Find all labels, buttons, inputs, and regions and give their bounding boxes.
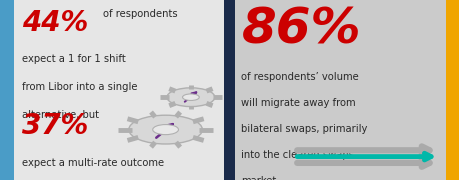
Text: of respondents: of respondents: [102, 9, 177, 19]
Bar: [0, 0, 14, 180]
Text: of respondents’ volume: of respondents’ volume: [241, 72, 358, 82]
Text: alternative, but: alternative, but: [22, 110, 99, 120]
Text: bilateral swaps, primarily: bilateral swaps, primarily: [241, 124, 367, 134]
Bar: [234, 0, 459, 180]
Text: into the cleared swaps: into the cleared swaps: [241, 150, 353, 160]
Circle shape: [152, 125, 178, 135]
Text: 44%: 44%: [22, 9, 88, 37]
Bar: [0, 0, 224, 180]
Text: expect a multi-rate outcome: expect a multi-rate outcome: [22, 158, 164, 168]
Circle shape: [182, 94, 199, 100]
Text: 86%: 86%: [241, 5, 360, 53]
Circle shape: [167, 88, 214, 107]
Circle shape: [129, 115, 202, 144]
Bar: [445, 0, 459, 180]
Text: from Libor into a single: from Libor into a single: [22, 82, 137, 92]
Text: market: market: [241, 176, 276, 180]
Text: expect a 1 for 1 shift: expect a 1 for 1 shift: [22, 54, 126, 64]
Text: will migrate away from: will migrate away from: [241, 98, 355, 108]
Bar: [224, 0, 234, 180]
Text: 37%: 37%: [22, 112, 88, 140]
